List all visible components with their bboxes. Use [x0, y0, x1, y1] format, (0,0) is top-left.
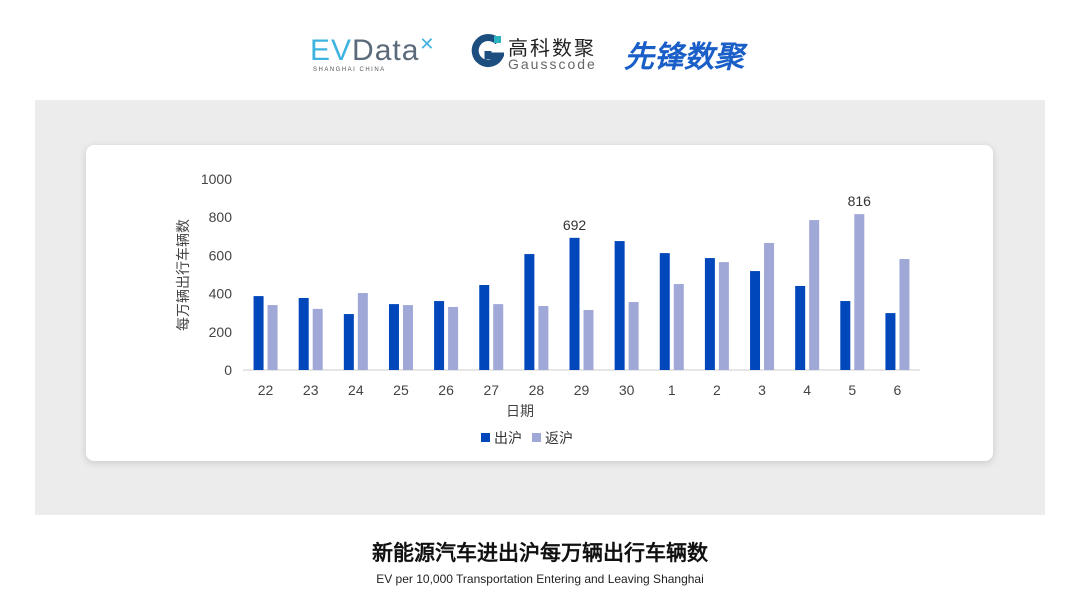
- x-tick-label: 23: [303, 382, 319, 398]
- bar-return: [357, 293, 368, 370]
- x-tick-label: 29: [574, 382, 590, 398]
- bar-return: [448, 306, 459, 370]
- bar-out: [885, 313, 896, 370]
- x-tick-label: 22: [258, 382, 274, 398]
- bar-return: [854, 214, 865, 370]
- y-tick-label: 0: [224, 362, 232, 378]
- bar-return: [583, 310, 594, 370]
- bar-out: [704, 258, 715, 370]
- bar-out: [750, 271, 761, 370]
- y-tick-label: 1000: [201, 171, 232, 187]
- y-tick-label: 600: [209, 247, 233, 263]
- legend-label: 出沪: [494, 430, 522, 446]
- evdata-logo-sub: SHANGHAI CHINA: [313, 67, 386, 73]
- gausscode-en: Gausscode: [508, 56, 597, 72]
- x-tick-label: 1: [668, 382, 676, 398]
- bar-out: [434, 301, 445, 370]
- bar-out: [524, 254, 535, 370]
- gausscode-icon: [471, 34, 504, 68]
- bar-return: [899, 259, 910, 370]
- x-tick-label: 30: [619, 382, 635, 398]
- x-tick-label: 5: [848, 382, 856, 398]
- legend-label: 返沪: [545, 430, 573, 446]
- logo-bar: EVData✕ SHANGHAI CHINA 高科数聚 Gausscode 先锋…: [0, 24, 1080, 74]
- x-tick-label: 24: [348, 382, 364, 398]
- x-axis-label: 日期: [506, 403, 534, 419]
- bar-return: [402, 305, 413, 370]
- bar-return: [764, 242, 775, 370]
- x-tick-label: 6: [894, 382, 902, 398]
- bar-return: [718, 262, 729, 370]
- bar-return: [538, 306, 549, 370]
- bar-return: [673, 284, 684, 370]
- data-label: 816: [848, 193, 872, 209]
- bar-return: [267, 305, 278, 370]
- x-tick-label: 28: [529, 382, 545, 398]
- data-label: 692: [563, 217, 587, 233]
- bar-out: [614, 241, 625, 370]
- legend-swatch: [532, 433, 541, 442]
- gausscode-cn: 高科数聚: [508, 38, 596, 60]
- bar-out: [343, 314, 354, 370]
- bar-out: [253, 296, 264, 370]
- bar-out: [840, 301, 851, 370]
- y-tick-label: 400: [209, 286, 233, 302]
- bar-out: [569, 237, 580, 370]
- evdata-logo: EVData✕: [310, 34, 436, 67]
- x-tick-label: 4: [803, 382, 811, 398]
- bar-out: [479, 285, 490, 370]
- bar-out: [795, 285, 806, 370]
- legend-swatch: [481, 433, 490, 442]
- x-tick-label: 27: [483, 382, 499, 398]
- x-tick-label: 25: [393, 382, 409, 398]
- bar-out: [298, 297, 309, 370]
- bar-return: [809, 220, 820, 370]
- y-tick-label: 800: [209, 209, 233, 225]
- footer-title: 新能源汽车进出沪每万辆出行车辆数: [372, 542, 708, 565]
- bar-out: [388, 304, 399, 370]
- y-tick-label: 200: [209, 324, 233, 340]
- x-tick-label: 26: [438, 382, 454, 398]
- x-tick-label: 3: [758, 382, 766, 398]
- footer-subtitle: EV per 10,000 Transportation Entering an…: [376, 572, 704, 586]
- xianfeng-logo: 先锋数聚: [624, 41, 744, 74]
- bar-return: [628, 302, 639, 370]
- bar-return: [493, 304, 504, 370]
- x-tick-label: 2: [713, 382, 721, 398]
- bar-out: [659, 253, 670, 370]
- bar-return: [312, 308, 323, 370]
- y-axis-label: 每万辆出行车辆数: [175, 219, 191, 331]
